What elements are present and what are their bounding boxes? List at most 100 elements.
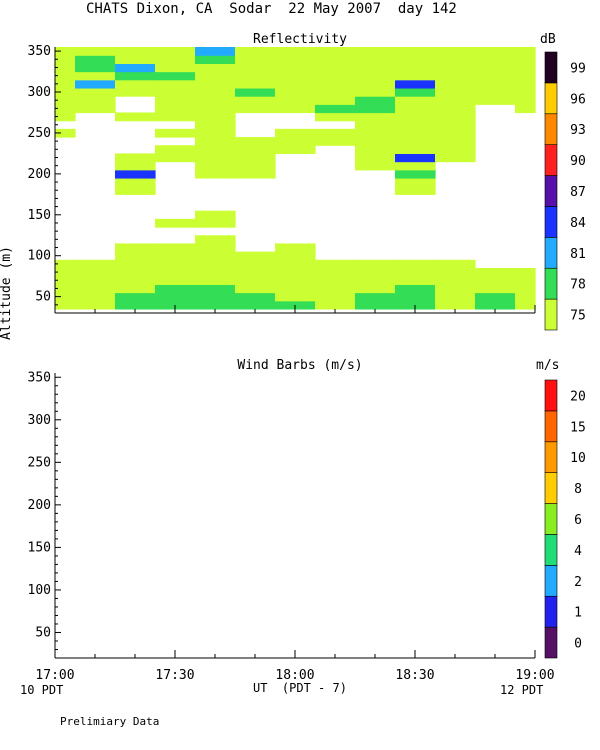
reflectivity-cell bbox=[155, 267, 196, 277]
reflectivity-cell bbox=[75, 276, 116, 285]
reflectivity-cell bbox=[115, 177, 156, 187]
reflectivity-cell bbox=[355, 292, 396, 302]
y-tick-label: 350 bbox=[28, 370, 51, 385]
colorbar-label: 96 bbox=[570, 92, 586, 107]
y-tick-label: 50 bbox=[35, 290, 51, 305]
reflectivity-cell bbox=[315, 63, 356, 73]
reflectivity-cell bbox=[355, 276, 396, 285]
reflectivity-cell bbox=[475, 63, 516, 73]
reflectivity-cell bbox=[315, 276, 356, 285]
reflectivity-cell bbox=[155, 55, 196, 64]
reflectivity-cell bbox=[55, 276, 76, 285]
footer-note: Prelimiary Data bbox=[60, 715, 160, 728]
reflectivity-cell bbox=[115, 243, 156, 253]
reflectivity-cell bbox=[195, 112, 236, 122]
reflectivity-cell bbox=[435, 145, 476, 154]
reflectivity-cell bbox=[315, 79, 356, 89]
reflectivity-cell bbox=[475, 267, 516, 277]
reflectivity-cell bbox=[395, 79, 436, 89]
reflectivity-cell bbox=[115, 71, 156, 81]
y-axis-label: Altitude (m) bbox=[0, 246, 14, 340]
x-tick-label: 19:00 bbox=[515, 668, 554, 683]
y-tick-label: 300 bbox=[28, 413, 51, 428]
reflectivity-cell bbox=[235, 87, 276, 97]
colorbar-swatch bbox=[544, 503, 558, 535]
reflectivity-cell bbox=[275, 104, 316, 114]
reflectivity-cell bbox=[275, 145, 316, 154]
reflectivity-cell bbox=[55, 267, 76, 277]
reflectivity-cell bbox=[55, 284, 76, 294]
reflectivity-cell bbox=[155, 128, 196, 138]
colorbar-swatch bbox=[544, 534, 558, 566]
reflectivity-cell bbox=[195, 137, 236, 146]
reflectivity-cell bbox=[155, 243, 196, 253]
reflectivity-cell bbox=[275, 79, 316, 89]
reflectivity-cell bbox=[435, 47, 476, 56]
reflectivity-cell bbox=[235, 169, 276, 179]
reflectivity-cell bbox=[395, 137, 436, 146]
reflectivity-cell bbox=[315, 259, 356, 269]
reflectivity-cell bbox=[55, 87, 76, 97]
x-end-local-label: 12 PDT bbox=[500, 683, 544, 697]
colorbar-label: 6 bbox=[574, 513, 582, 528]
y-tick-label: 150 bbox=[28, 540, 51, 555]
reflectivity-cell bbox=[355, 55, 396, 64]
reflectivity-cell bbox=[515, 87, 536, 97]
reflectivity-cell bbox=[55, 112, 76, 122]
reflectivity-cell bbox=[195, 63, 236, 73]
reflectivity-cell bbox=[395, 169, 436, 179]
colorbar-label: 99 bbox=[570, 61, 586, 76]
reflectivity-cell bbox=[55, 47, 76, 56]
reflectivity-cell bbox=[195, 235, 236, 245]
reflectivity-cell bbox=[115, 112, 156, 122]
reflectivity-cell bbox=[235, 284, 276, 294]
reflectivity-cell bbox=[235, 267, 276, 277]
reflectivity-cell bbox=[315, 284, 356, 294]
reflectivity-cell bbox=[235, 79, 276, 89]
colorbar-label: 4 bbox=[574, 544, 582, 559]
reflectivity-cell bbox=[355, 300, 396, 310]
reflectivity-cell bbox=[75, 79, 116, 89]
y-tick-label: 50 bbox=[35, 625, 51, 640]
reflectivity-cell bbox=[235, 161, 276, 171]
reflectivity-cell bbox=[475, 276, 516, 285]
reflectivity-cell bbox=[195, 276, 236, 285]
x-tick-label: 17:30 bbox=[155, 668, 194, 683]
reflectivity-cell bbox=[395, 153, 436, 163]
reflectivity-cell bbox=[435, 87, 476, 97]
reflectivity-cell bbox=[435, 63, 476, 73]
reflectivity-cell bbox=[235, 55, 276, 64]
reflectivity-cell bbox=[115, 292, 156, 302]
colorbar-label: 10 bbox=[570, 451, 586, 466]
colorbar-swatch bbox=[544, 175, 558, 207]
reflectivity-cell bbox=[355, 96, 396, 105]
reflectivity-cell bbox=[275, 251, 316, 261]
reflectivity-cell bbox=[275, 87, 316, 97]
reflectivity-cell bbox=[395, 112, 436, 122]
figure-title: CHATS Dixon, CA Sodar 22 May 2007 day 14… bbox=[86, 1, 457, 17]
reflectivity-cell bbox=[75, 267, 116, 277]
reflectivity-cell bbox=[435, 128, 476, 138]
reflectivity-cell bbox=[395, 259, 436, 269]
x-axis-label: UT (PDT - 7) bbox=[253, 681, 347, 695]
reflectivity-cell bbox=[115, 161, 156, 171]
reflectivity-cell bbox=[395, 284, 436, 294]
reflectivity-cell bbox=[275, 71, 316, 81]
reflectivity-cell bbox=[515, 96, 536, 105]
reflectivity-cell bbox=[115, 267, 156, 277]
reflectivity-cell bbox=[515, 276, 536, 285]
reflectivity-cell bbox=[75, 55, 116, 64]
colorbar-swatch bbox=[544, 379, 558, 412]
reflectivity-cell bbox=[355, 120, 396, 130]
reflectivity-cell bbox=[355, 104, 396, 114]
reflectivity-cell bbox=[235, 300, 276, 310]
reflectivity-cell bbox=[75, 104, 116, 114]
colorbar-swatch bbox=[544, 51, 558, 84]
reflectivity-cell bbox=[515, 267, 536, 277]
reflectivity-cell bbox=[235, 153, 276, 163]
reflectivity-cell bbox=[195, 47, 236, 56]
reflectivity-cell bbox=[155, 47, 196, 56]
reflectivity-cell bbox=[155, 63, 196, 73]
y-tick-label: 250 bbox=[28, 126, 51, 141]
reflectivity-cell bbox=[235, 292, 276, 302]
